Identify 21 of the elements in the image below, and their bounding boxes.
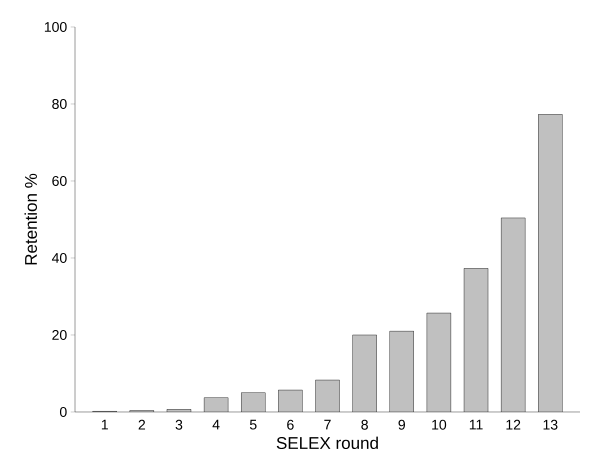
y-tick-label: 20 — [52, 330, 67, 340]
x-tick-label: 8 — [361, 420, 368, 430]
x-tick-label: 3 — [176, 420, 182, 430]
y-tick-label: 80 — [52, 99, 67, 109]
y-tick-label: 100 — [44, 22, 67, 32]
x-tick-label: 13 — [544, 420, 558, 430]
x-tick-label: 6 — [287, 420, 294, 430]
x-tick-label: 2 — [138, 420, 146, 430]
y-tick-label: 0 — [60, 407, 67, 417]
y-tick-label: 60 — [52, 176, 67, 186]
x-tick-label: 7 — [324, 420, 331, 430]
x-tick-label: 5 — [250, 420, 257, 430]
x-tick-label: 11 — [470, 420, 483, 430]
y-axis-title: Retention % — [24, 174, 37, 264]
x-tick-label: 10 — [432, 420, 446, 430]
x-tick-label: 9 — [398, 420, 405, 430]
y-tick-label: 40 — [52, 253, 67, 263]
x-tick-label: 1 — [102, 420, 108, 430]
x-axis-title: SELEX round — [276, 436, 378, 450]
x-tick-label: 4 — [212, 420, 220, 430]
x-tick-label: 12 — [506, 420, 520, 430]
